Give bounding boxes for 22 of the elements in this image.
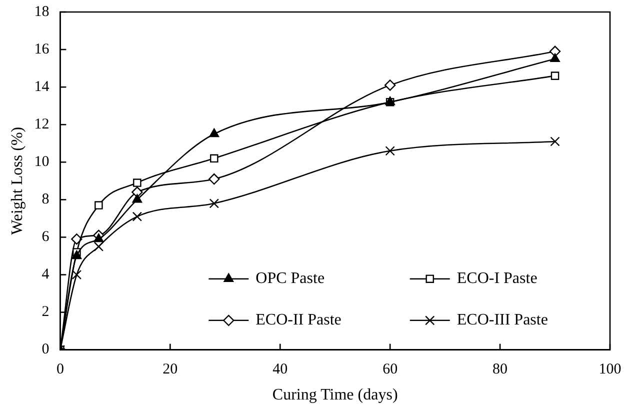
- x-axis-title: Curing Time (days): [272, 386, 398, 404]
- x-tick-label: 40: [272, 362, 288, 378]
- y-tick-label: 4: [42, 266, 50, 283]
- y-tick-label: 8: [42, 192, 50, 208]
- x-tick-label: 0: [56, 362, 64, 378]
- y-tick-label: 16: [34, 41, 50, 58]
- x-tick-label: 80: [492, 362, 508, 378]
- x-tick-label: 100: [598, 362, 622, 378]
- y-axis-title: Weight Loss (%): [8, 126, 26, 235]
- y-tick-label: 12: [34, 116, 50, 133]
- legend-label: ECO-III Paste: [456, 312, 548, 329]
- legend-label: ECO-II Paste: [256, 312, 342, 329]
- legend-label: OPC Paste: [256, 270, 325, 288]
- y-tick-label: 2: [42, 304, 50, 320]
- y-tick-label: 0: [42, 342, 50, 358]
- x-tick-label: 60: [382, 362, 398, 378]
- legend-label: ECO-I Paste: [456, 270, 538, 288]
- y-tick-label: 10: [34, 154, 50, 170]
- y-tick-label: 18: [34, 4, 50, 20]
- y-tick-label: 6: [42, 229, 50, 246]
- y-tick-label: 14: [34, 79, 50, 96]
- x-tick-label: 20: [162, 362, 178, 378]
